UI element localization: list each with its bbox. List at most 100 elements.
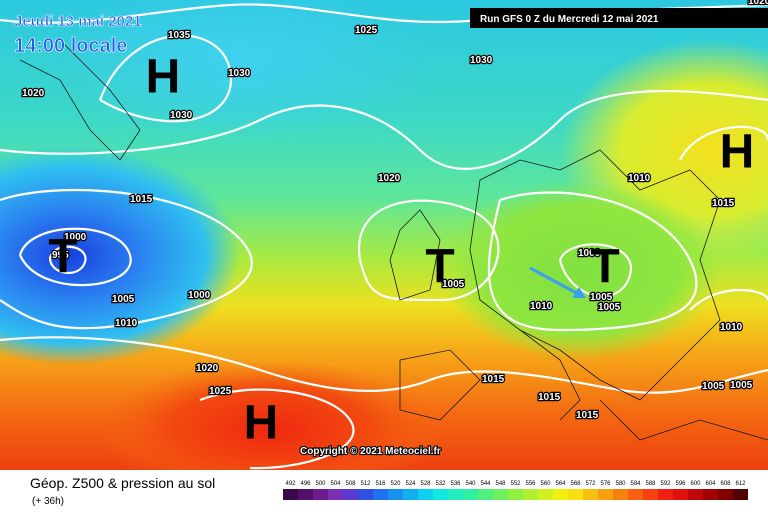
time: 14:00 locale	[14, 35, 127, 57]
isobar-label: 1005	[598, 302, 621, 313]
isobar-label: 1000	[64, 232, 87, 243]
legend-label: 556	[525, 481, 536, 487]
date: Jeudi 13 mai 2021	[14, 13, 142, 30]
isobar-label: 1030	[228, 68, 251, 79]
isobar-label: 1005	[442, 279, 465, 290]
isobar-label: 1020	[378, 173, 401, 184]
legend-label: 584	[630, 481, 641, 487]
isobar-label: 1015	[712, 198, 735, 209]
legend-label: 552	[510, 481, 521, 487]
isobar-label: 1020	[748, 0, 768, 7]
legend-swatch	[583, 489, 598, 500]
pressure-center: H	[720, 126, 755, 179]
legend-swatch	[643, 489, 658, 500]
coastlines	[19, 39, 768, 441]
legend-swatch	[418, 489, 433, 500]
legend-label: 600	[690, 481, 701, 487]
legend-swatch	[508, 489, 523, 500]
legend-label: 508	[345, 481, 356, 487]
isobar-label: 1010	[628, 173, 651, 184]
legend-swatch	[358, 489, 373, 500]
legend-swatch	[658, 489, 673, 500]
pressure-center: H	[146, 51, 181, 104]
footer-title: Géop. Z500 & pression au sol	[30, 475, 215, 491]
arrow	[529, 266, 583, 298]
legend-label: 612	[735, 481, 746, 487]
legend-label: 524	[405, 481, 416, 487]
legend-label: 500	[315, 481, 326, 487]
legend-swatch	[298, 489, 313, 500]
isobar-label: 1015	[538, 392, 561, 403]
isobar-label: 1010	[115, 318, 138, 329]
legend-label: 568	[570, 481, 581, 487]
pressure-center: T	[48, 231, 77, 284]
legend-swatch	[703, 489, 718, 500]
legend-swatch	[613, 489, 628, 500]
isobar-label: 1005	[112, 294, 135, 305]
legend-swatch	[538, 489, 553, 500]
legend-swatch	[673, 489, 688, 500]
run: Run GFS 0 Z du Mercredi 12 mai 2021	[480, 14, 659, 25]
legend-swatch	[373, 489, 388, 500]
isobars	[0, 3, 768, 470]
isobar-label: 1020	[22, 88, 45, 99]
legend-label: 532	[435, 481, 446, 487]
legend-swatch	[403, 489, 418, 500]
legend-label: 548	[495, 481, 506, 487]
legend-label: 588	[645, 481, 656, 487]
field-north	[40, 0, 440, 140]
legend-label: 580	[615, 481, 626, 487]
isobar-label: 1025	[209, 386, 232, 397]
legend-label: 536	[450, 481, 461, 487]
legend-label: 540	[465, 481, 476, 487]
legend-swatch	[478, 489, 493, 500]
legend-swatch	[388, 489, 403, 500]
legend-label: 608	[720, 481, 731, 487]
run-box	[470, 8, 768, 28]
isobar-label: 1030	[170, 110, 193, 121]
legend-swatch	[718, 489, 733, 500]
pressure-center: T	[590, 241, 619, 294]
legend-label: 572	[585, 481, 596, 487]
field-low	[0, 145, 240, 365]
pressure-center: H	[244, 397, 279, 450]
isobar-label: 1015	[576, 410, 599, 421]
legend-swatch	[463, 489, 478, 500]
legend-label: 520	[390, 481, 401, 487]
legend-swatch	[448, 489, 463, 500]
footer-lead: (+ 36h)	[32, 496, 64, 507]
isobar-label: 1000	[578, 248, 601, 259]
isobar-label: 1030	[470, 55, 493, 66]
legend-swatch	[733, 489, 748, 500]
copyright: Copyright © 2021 Meteociel.fr	[300, 446, 441, 457]
legend-swatch	[598, 489, 613, 500]
field-trough	[440, 180, 720, 360]
legend-swatch	[523, 489, 538, 500]
isobar-label: 1010	[530, 301, 553, 312]
legend-swatch	[553, 489, 568, 500]
legend-label: 544	[480, 481, 491, 487]
legend-swatch	[283, 489, 298, 500]
legend-swatch	[433, 489, 448, 500]
legend-swatch	[328, 489, 343, 500]
isobar-label: 1025	[355, 25, 378, 36]
isobar-label: 1000	[188, 290, 211, 301]
legend-swatch	[688, 489, 703, 500]
legend-label: 516	[375, 481, 386, 487]
legend-label: 560	[540, 481, 551, 487]
field-south	[100, 360, 440, 500]
isobar-label: 1005	[590, 292, 613, 303]
legend-label: 512	[360, 481, 371, 487]
isobar-label: 1020	[196, 363, 219, 374]
isobar-label: 1015	[130, 194, 153, 205]
legend-label: 604	[705, 481, 716, 487]
isobar-label: 1035	[168, 30, 191, 41]
isobar-label: 995	[52, 250, 69, 261]
legend-label: 576	[600, 481, 611, 487]
isobar-label: 1015	[482, 374, 505, 385]
legend-label: 528	[420, 481, 431, 487]
legend-label: 504	[330, 481, 341, 487]
legend-swatch	[313, 489, 328, 500]
isobar-label: 1005	[702, 381, 725, 392]
